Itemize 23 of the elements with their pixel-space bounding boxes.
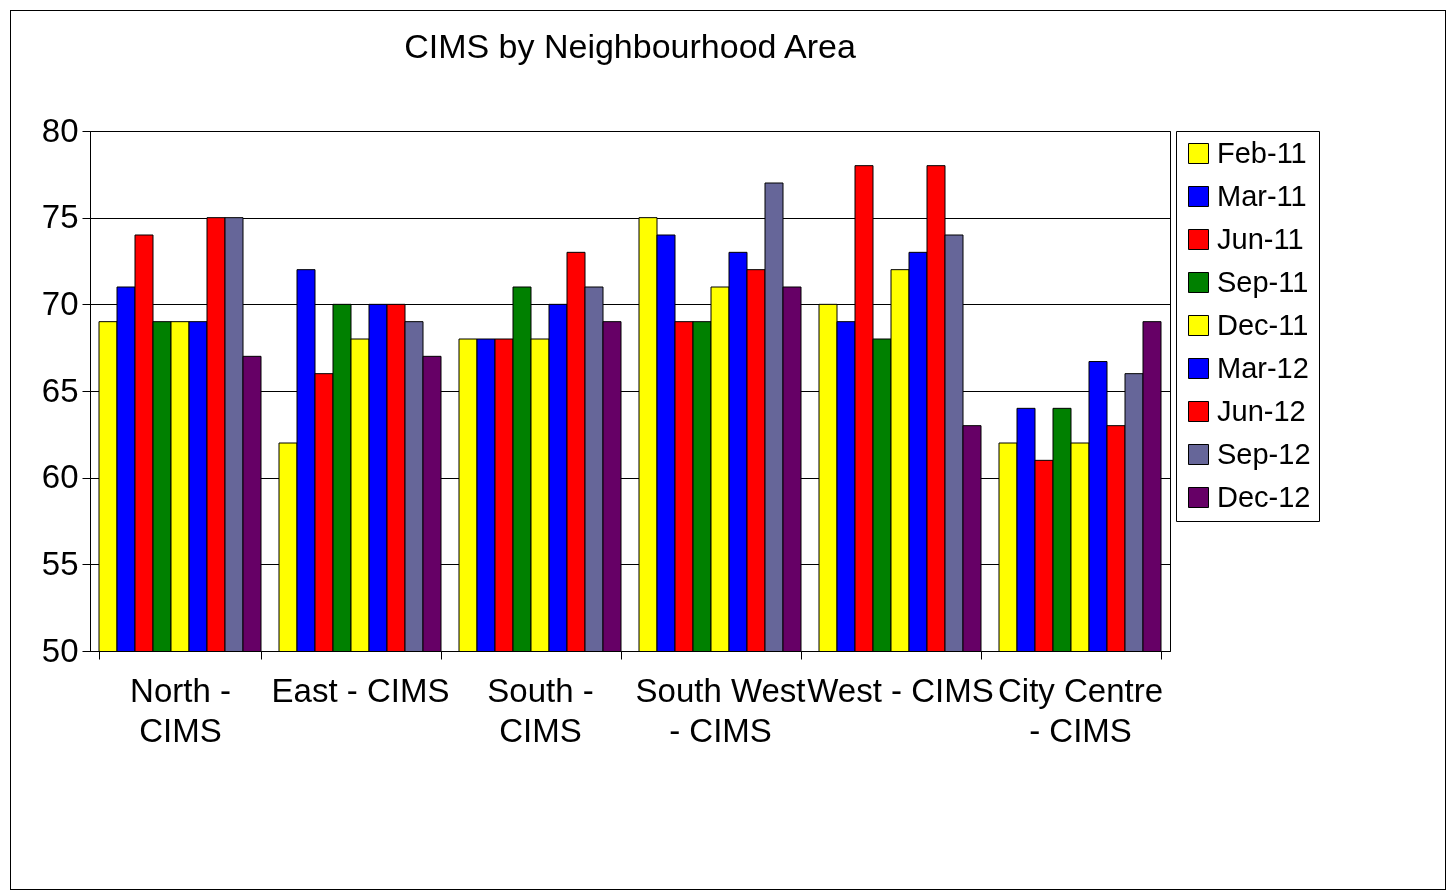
legend-label: Jun-12 bbox=[1217, 394, 1306, 427]
x-tick-label: North - CIMS bbox=[130, 671, 231, 749]
y-tick-label: 75 bbox=[41, 198, 79, 236]
legend-label: Sep-12 bbox=[1217, 437, 1311, 470]
legend-label: Dec-11 bbox=[1217, 308, 1309, 341]
y-tick-label: 70 bbox=[41, 284, 79, 322]
legend-label: Dec-12 bbox=[1217, 480, 1311, 513]
x-tick-label: East - CIMS bbox=[271, 671, 450, 709]
y-tick-label: 50 bbox=[41, 631, 79, 669]
x-tick-label: South West - CIMS bbox=[635, 671, 806, 749]
chart-title: CIMS by Neighbourhood Area bbox=[404, 27, 856, 65]
y-tick-label: 80 bbox=[41, 111, 79, 149]
x-tick-label: City Centre - CIMS bbox=[997, 671, 1164, 749]
x-tick-label: West - CIMS bbox=[807, 671, 994, 709]
x-tick-label: South - CIMS bbox=[487, 671, 594, 749]
legend-label: Mar-11 bbox=[1217, 179, 1307, 212]
legend-label: Mar-12 bbox=[1217, 351, 1309, 384]
legend-label: Sep-11 bbox=[1217, 265, 1309, 298]
y-tick-label: 55 bbox=[41, 544, 79, 582]
legend-label: Jun-11 bbox=[1217, 222, 1304, 255]
y-tick-label: 60 bbox=[41, 458, 79, 496]
y-tick-label: 65 bbox=[41, 371, 79, 409]
legend-label: Feb-11 bbox=[1217, 136, 1307, 169]
